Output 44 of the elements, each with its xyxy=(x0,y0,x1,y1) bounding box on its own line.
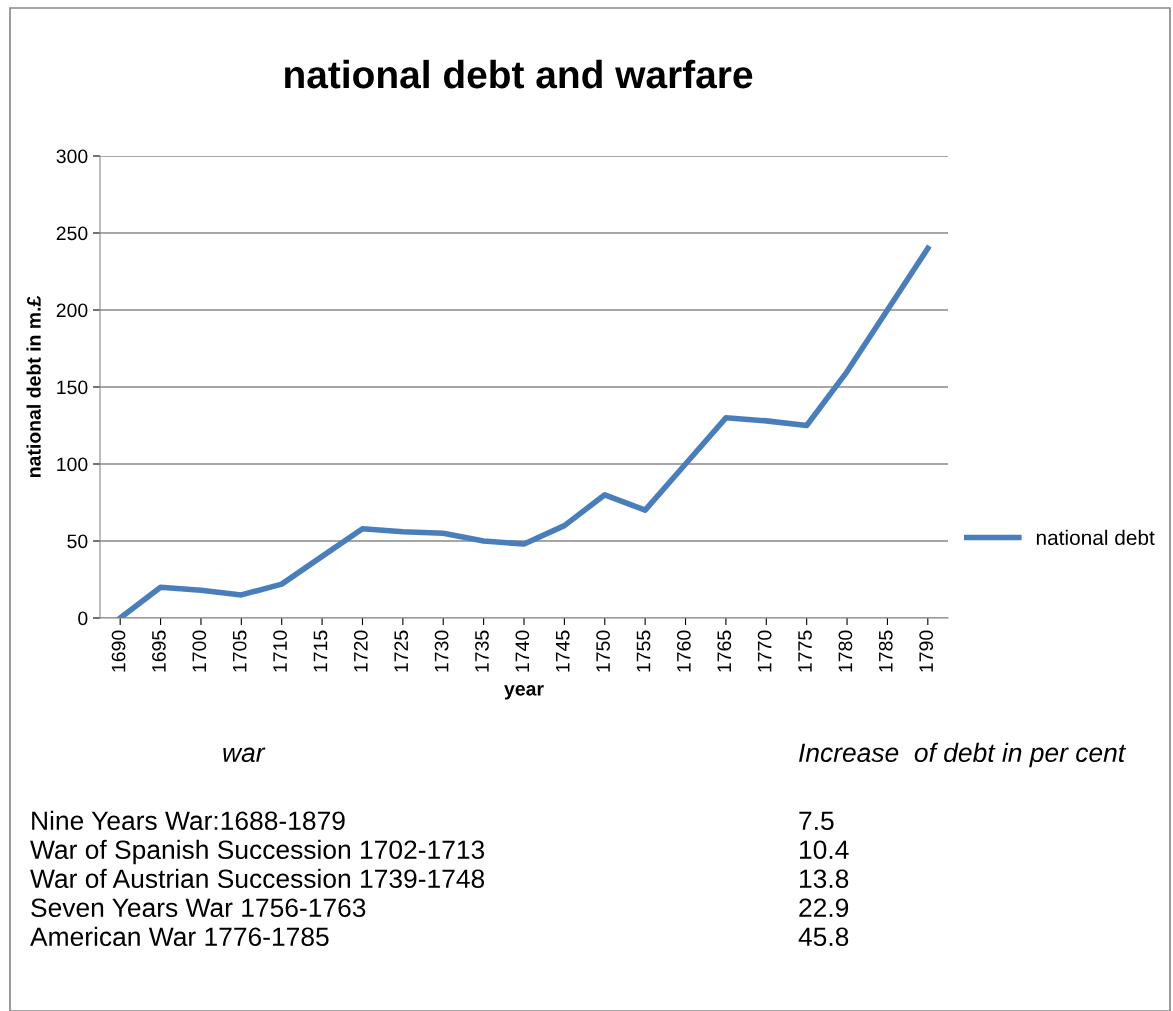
x-tick-label: 1710 xyxy=(273,630,287,672)
text: 7.5 xyxy=(799,811,834,831)
chart-title: national debt and warfare xyxy=(285,59,753,89)
x-tick-label: 1700 xyxy=(192,630,207,672)
legend-label: national debt xyxy=(1036,529,1155,546)
y-axis-title: national debt in m.£ xyxy=(26,295,41,477)
x-tick-label: 1770 xyxy=(757,630,772,672)
x-tick-label: 1720 xyxy=(353,630,368,672)
y-tick-label: 0 xyxy=(78,611,88,626)
x-tick-label: 1760 xyxy=(676,630,691,672)
x-tick-label: 1725 xyxy=(394,630,409,672)
x-tick-label: 1780 xyxy=(838,630,853,672)
x-tick-label: 1790 xyxy=(919,630,934,672)
x-tick-label: 1740 xyxy=(515,630,530,672)
x-tick-label: 1785 xyxy=(878,630,893,672)
y-tick-label: 250 xyxy=(56,226,88,241)
text: 22.9 xyxy=(799,898,849,918)
x-axis-title: year xyxy=(504,685,544,700)
x-tick-label: 1735 xyxy=(475,630,489,672)
x-tick-label: 1705 xyxy=(232,630,247,672)
text: War of Spanish Succession 1702-1713 xyxy=(30,839,485,865)
y-tick-label: 50 xyxy=(67,534,88,549)
text: Increase of debt in per cent xyxy=(799,742,1127,768)
y-tick-label: 300 xyxy=(56,149,88,164)
x-tick-label: 1745 xyxy=(556,630,570,672)
x-tick-label: 1715 xyxy=(313,630,328,672)
x-tick-label: 1765 xyxy=(717,630,732,672)
text: Seven Years War 1756-1763 xyxy=(31,898,366,918)
y-tick-label: 200 xyxy=(56,303,88,318)
y-tick-label: 150 xyxy=(57,380,88,395)
text: War of Austrian Succession 1739-1748 xyxy=(30,868,485,889)
x-tick-label: 1775 xyxy=(798,630,812,672)
text: 13.8 xyxy=(800,869,849,889)
text: 45.8 xyxy=(798,927,849,947)
text: war xyxy=(223,747,266,763)
x-tick-label: 1690 xyxy=(111,630,126,672)
text: American War 1776-1785 xyxy=(30,926,329,947)
text: Nine Years War:1688-1879 xyxy=(32,810,345,831)
x-tick-label: 1755 xyxy=(636,630,651,672)
y-tick-label: 100 xyxy=(57,457,88,472)
x-tick-label: 1730 xyxy=(434,630,449,672)
x-tick-label: 1750 xyxy=(596,630,610,672)
x-tick-label: 1695 xyxy=(152,630,166,672)
text: 10.4 xyxy=(800,840,849,860)
